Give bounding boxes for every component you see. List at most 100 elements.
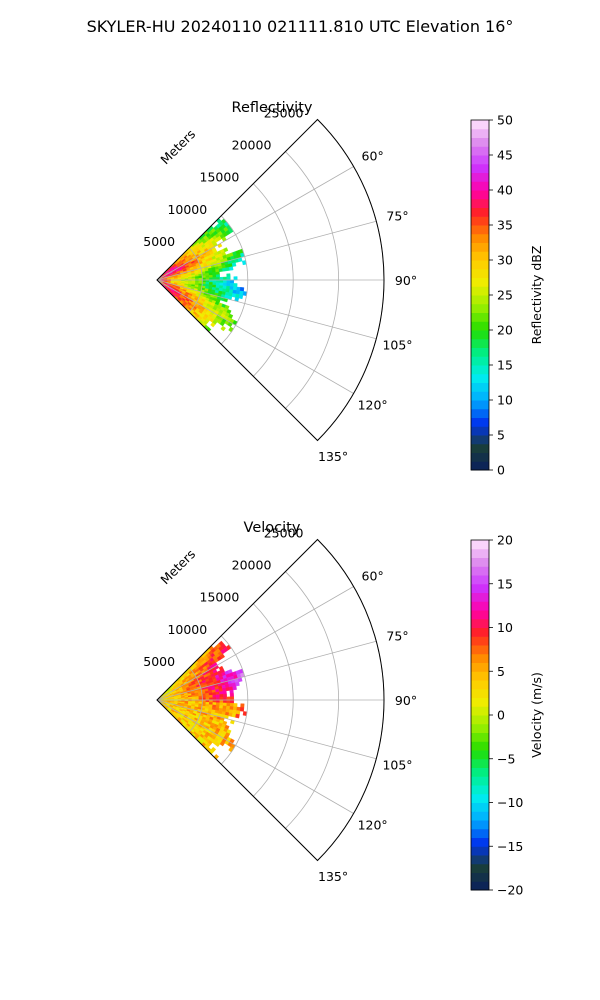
colorbar-segment [471, 758, 489, 768]
colorbar-tick-label: 30 [497, 253, 513, 268]
colorbar-segment [471, 190, 489, 200]
echo-cell [235, 681, 240, 687]
panel-title: Reflectivity [232, 100, 313, 116]
azimuth-spoke [156, 220, 377, 281]
colorbar-tick-label: 10 [497, 620, 513, 635]
colorbar-segment [471, 863, 489, 873]
colorbar-segment [471, 785, 489, 795]
echo-cell [215, 274, 221, 278]
colorbar-segment [471, 382, 489, 392]
colorbar-segment [471, 207, 489, 217]
colorbar-segment [471, 767, 489, 777]
colorbar-segment [471, 146, 489, 156]
colorbar-label: Velocity (m/s) [529, 672, 544, 758]
echo-cell [213, 753, 220, 760]
colorbar-segment [471, 627, 489, 637]
echo-cell [239, 287, 245, 292]
echo-cell [229, 689, 234, 694]
echo-cell [205, 275, 210, 279]
azimuth-tick-label: 120° [358, 398, 388, 413]
colorbar-segment [471, 155, 489, 165]
range-tick-label: 20000 [232, 558, 272, 573]
colorbar-segment [471, 172, 489, 182]
echo-cell [205, 695, 210, 699]
colorbar-segment [471, 671, 489, 681]
range-tick-label: 15000 [200, 170, 240, 185]
colorbar-segment [471, 548, 489, 558]
azimuth-spoke [156, 699, 354, 814]
colorbar-segment [471, 592, 489, 602]
azimuth-spoke [156, 279, 377, 340]
echo-cell [229, 702, 234, 707]
azimuth-spoke [156, 166, 354, 281]
colorbar-segment [471, 268, 489, 278]
azimuth-tick-label: 90° [395, 273, 417, 288]
range-tick-label: 20000 [232, 138, 272, 153]
echo-cell [222, 690, 227, 695]
echo-cell [220, 325, 226, 332]
radial-axis-label: Meters [157, 126, 198, 167]
echo-cell [232, 685, 237, 691]
colorbar-segment [471, 820, 489, 830]
colorbar: −20 −15 −10 −5 0 5 10 15 20 Velocity (m/s) [470, 533, 544, 898]
echo-cell [229, 282, 234, 287]
echo-cell [216, 699, 221, 703]
colorbar-tick-label: 5 [497, 428, 505, 443]
colorbar-segment [471, 338, 489, 348]
colorbar-segment [471, 811, 489, 821]
echo-cell [223, 247, 229, 253]
colorbar-segment [471, 435, 489, 445]
echo-cell [222, 693, 227, 698]
colorbar-segment [471, 286, 489, 296]
echo-cell [212, 694, 217, 698]
colorbar-segment [471, 443, 489, 453]
colorbar-tick-label: 0 [497, 463, 505, 478]
colorbar-segment [471, 181, 489, 191]
echo-cell [226, 696, 231, 701]
colorbar-segment [471, 662, 489, 672]
colorbar-segment [471, 715, 489, 725]
colorbar-tick-label: 45 [497, 148, 513, 163]
range-tick-label: 10000 [167, 622, 207, 637]
colorbar-segment [471, 645, 489, 655]
colorbar-tick-label: 15 [497, 358, 513, 373]
colorbar-segment [471, 233, 489, 243]
echo-cell [202, 695, 207, 699]
azimuth-tick-label: 75° [386, 209, 408, 224]
colorbar-segment [471, 601, 489, 611]
sector-frame [156, 538, 385, 862]
azimuth-tick-label: 135° [318, 449, 348, 464]
colorbar-tick-label: −15 [497, 839, 523, 854]
colorbar-segment [471, 776, 489, 786]
polar-grid [156, 539, 385, 861]
echo-cell [236, 706, 241, 712]
colorbar-segment [471, 741, 489, 751]
echo-cell [219, 699, 224, 704]
colorbar-segment [471, 706, 489, 716]
reflectivity-panel: Reflectivity 5000 10000 15000 20000 25000 Mete… [143, 100, 544, 478]
azimuth-spoke [156, 586, 354, 701]
velocity-panel: Velocity 5000 10000 15000 20000 25000 Meters 60… [143, 520, 544, 898]
echo-cell [210, 322, 216, 328]
range-tick-label: 10000 [167, 202, 207, 217]
colorbar-tick-label: 10 [497, 393, 513, 408]
colorbar-segment [471, 846, 489, 856]
colorbar-segment [471, 653, 489, 663]
echo-cell [202, 275, 207, 279]
echo-cell [226, 279, 231, 284]
colorbar-segment [471, 198, 489, 208]
echo-cell [216, 277, 221, 281]
azimuth-tick-label: 105° [382, 337, 412, 352]
colorbar-tick-label: 20 [497, 533, 513, 548]
radar-echo-field [156, 640, 248, 760]
echo-cell [208, 274, 214, 278]
echo-cell [222, 702, 227, 707]
colorbar-segment [471, 881, 489, 891]
figure-title: SKYLER-HU 20240110 021111.810 UTC Elevat… [87, 17, 514, 36]
colorbar-segment [471, 137, 489, 147]
colorbar-segment [471, 356, 489, 366]
colorbar-segment [471, 373, 489, 383]
echo-cell [219, 696, 224, 701]
colorbar-segment [471, 557, 489, 567]
echo-cell [233, 276, 238, 281]
